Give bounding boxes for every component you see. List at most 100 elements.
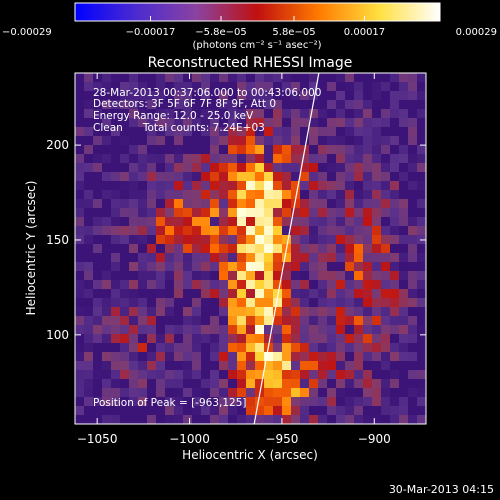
heatmap-cell bbox=[336, 406, 346, 416]
heatmap-cell bbox=[156, 415, 166, 424]
heatmap-cell bbox=[372, 343, 382, 353]
heatmap-cell bbox=[300, 388, 310, 398]
heatmap-cell bbox=[228, 181, 238, 191]
heatmap-cell bbox=[273, 100, 283, 110]
heatmap-cell bbox=[246, 397, 256, 407]
heatmap-cell bbox=[309, 73, 319, 83]
heatmap-cell bbox=[273, 334, 283, 344]
heatmap-cell bbox=[246, 208, 256, 218]
heatmap-cell bbox=[327, 343, 337, 353]
heatmap-cell bbox=[111, 325, 121, 335]
heatmap-cell bbox=[246, 136, 256, 146]
heatmap-cell bbox=[183, 397, 193, 407]
heatmap-cell bbox=[192, 307, 202, 317]
heatmap-cell bbox=[408, 271, 418, 281]
heatmap-cell bbox=[318, 307, 328, 317]
heatmap-cell bbox=[165, 226, 175, 236]
heatmap-cell bbox=[102, 406, 112, 416]
heatmap-cell bbox=[147, 397, 157, 407]
heatmap-cell bbox=[390, 334, 400, 344]
heatmap-cell bbox=[246, 235, 256, 245]
heatmap-cell bbox=[372, 199, 382, 209]
heatmap-cell bbox=[264, 100, 274, 110]
heatmap-cell bbox=[381, 334, 391, 344]
heatmap-cell bbox=[228, 217, 238, 227]
heatmap-cell bbox=[120, 217, 130, 227]
heatmap-cell bbox=[93, 370, 103, 380]
heatmap-cell bbox=[138, 172, 148, 182]
heatmap-cell bbox=[309, 388, 319, 398]
heatmap-cell bbox=[129, 298, 139, 308]
heatmap-cell bbox=[408, 280, 418, 290]
heatmap-cell bbox=[75, 298, 85, 308]
heatmap-cell bbox=[192, 325, 202, 335]
heatmap-cell bbox=[219, 289, 229, 299]
heatmap-cell bbox=[417, 397, 426, 407]
heatmap-cell bbox=[120, 271, 130, 281]
heatmap-cell bbox=[309, 352, 319, 362]
heatmap-cell bbox=[390, 91, 400, 101]
heatmap-cell bbox=[381, 388, 391, 398]
heatmap-cell bbox=[399, 271, 409, 281]
heatmap-cell bbox=[156, 145, 166, 155]
heatmap-cell bbox=[246, 352, 256, 362]
heatmap-cell bbox=[318, 118, 328, 128]
heatmap-cell bbox=[129, 172, 139, 182]
heatmap-cell bbox=[192, 109, 202, 119]
heatmap-cell bbox=[336, 253, 346, 263]
heatmap-cell bbox=[102, 280, 112, 290]
heatmap-cell bbox=[138, 262, 148, 272]
heatmap-cell bbox=[282, 361, 292, 371]
heatmap-cell bbox=[129, 325, 139, 335]
heatmap-cell bbox=[129, 226, 139, 236]
heatmap-cell bbox=[354, 298, 364, 308]
heatmap-cell bbox=[147, 253, 157, 263]
heatmap-cell bbox=[138, 163, 148, 173]
heatmap-cell bbox=[147, 154, 157, 164]
heatmap-cell bbox=[282, 118, 292, 128]
heatmap-cell bbox=[327, 91, 337, 101]
heatmap-cell bbox=[147, 316, 157, 326]
heatmap-cell bbox=[93, 388, 103, 398]
heatmap-cell bbox=[93, 280, 103, 290]
heatmap-cell bbox=[120, 415, 130, 424]
heatmap-cell bbox=[228, 244, 238, 254]
heatmap-cell bbox=[345, 136, 355, 146]
heatmap-cell bbox=[93, 190, 103, 200]
heatmap-cell bbox=[237, 298, 247, 308]
heatmap-cell bbox=[165, 118, 175, 128]
heatmap-cell bbox=[129, 235, 139, 245]
heatmap-cell bbox=[210, 199, 220, 209]
heatmap-cell bbox=[147, 343, 157, 353]
heatmap-cell bbox=[201, 172, 211, 182]
heatmap-cell bbox=[327, 226, 337, 236]
heatmap-cell bbox=[201, 127, 211, 137]
heatmap-cell bbox=[210, 100, 220, 110]
heatmap-cell bbox=[237, 136, 247, 146]
heatmap-cell bbox=[75, 343, 85, 353]
heatmap-cell bbox=[381, 262, 391, 272]
heatmap-cell bbox=[327, 73, 337, 83]
heatmap-cell bbox=[354, 199, 364, 209]
heatmap-cell bbox=[363, 388, 373, 398]
heatmap-cell bbox=[75, 172, 85, 182]
heatmap-cell bbox=[309, 397, 319, 407]
heatmap-cell bbox=[255, 253, 265, 263]
heatmap-cell bbox=[390, 280, 400, 290]
heatmap-cell bbox=[372, 136, 382, 146]
annotation-time-range: 28-Mar-2013 00:37:06.000 to 00:43:06.000 bbox=[93, 87, 322, 99]
heatmap-cell bbox=[210, 262, 220, 272]
heatmap-cell bbox=[255, 343, 265, 353]
heatmap-cell bbox=[318, 127, 328, 137]
heatmap-cell bbox=[345, 334, 355, 344]
heatmap-cell bbox=[264, 334, 274, 344]
heatmap-cell bbox=[75, 100, 85, 110]
heatmap-cell bbox=[363, 397, 373, 407]
heatmap-cell bbox=[111, 289, 121, 299]
heatmap-cell bbox=[354, 370, 364, 380]
heatmap-cell bbox=[93, 226, 103, 236]
heatmap-cell bbox=[93, 217, 103, 227]
heatmap-cell bbox=[282, 82, 292, 92]
heatmap-cell bbox=[381, 379, 391, 389]
heatmap-cell bbox=[84, 154, 94, 164]
